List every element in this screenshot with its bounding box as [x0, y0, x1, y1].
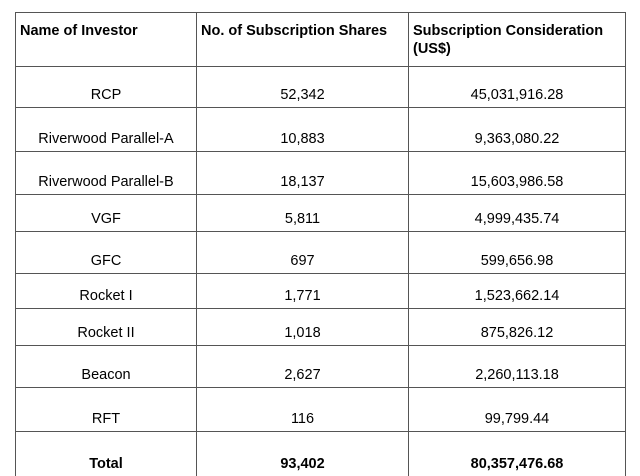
investor-name: VGF: [15, 194, 197, 232]
subscription-consideration: 9,363,080.22: [408, 107, 626, 152]
total-consideration: 80,357,476.68: [408, 431, 626, 476]
investor-name: Riverwood Parallel-A: [15, 107, 197, 152]
investor-name: Rocket II: [15, 308, 197, 346]
table-row: Riverwood Parallel-A 10,883 9,363,080.22: [15, 107, 626, 152]
table-row: Rocket II 1,018 875,826.12: [15, 308, 626, 346]
subscription-shares: 18,137: [196, 151, 409, 195]
subscription-consideration: 2,260,113.18: [408, 345, 626, 388]
total-shares: 93,402: [196, 431, 409, 476]
subscription-shares: 52,342: [196, 66, 409, 108]
subscription-shares: 10,883: [196, 107, 409, 152]
total-row: Total 93,402 80,357,476.68: [15, 431, 626, 476]
subscription-consideration: 4,999,435.74: [408, 194, 626, 232]
table-row: RCP 52,342 45,031,916.28: [15, 66, 626, 108]
table-row: GFC 697 599,656.98: [15, 231, 626, 274]
header-investor: Name of Investor: [15, 12, 197, 67]
subscription-consideration: 1,523,662.14: [408, 273, 626, 309]
subscription-consideration: 15,603,986.58: [408, 151, 626, 195]
subscription-consideration: 599,656.98: [408, 231, 626, 274]
investor-name: Riverwood Parallel-B: [15, 151, 197, 195]
subscription-consideration: 99,799.44: [408, 387, 626, 432]
subscription-table: Name of Investor No. of Subscription Sha…: [15, 12, 626, 476]
subscription-consideration: 875,826.12: [408, 308, 626, 346]
investor-name: GFC: [15, 231, 197, 274]
header-consideration: Subscription Consideration (US$): [408, 12, 626, 67]
subscription-shares: 5,811: [196, 194, 409, 232]
subscription-shares: 697: [196, 231, 409, 274]
total-label: Total: [15, 431, 197, 476]
investor-name: Rocket I: [15, 273, 197, 309]
table-row: Beacon 2,627 2,260,113.18: [15, 345, 626, 388]
subscription-shares: 2,627: [196, 345, 409, 388]
header-shares: No. of Subscription Shares: [196, 12, 409, 67]
table-row: VGF 5,811 4,999,435.74: [15, 194, 626, 232]
table-row: Rocket I 1,771 1,523,662.14: [15, 273, 626, 309]
investor-name: RCP: [15, 66, 197, 108]
investor-name: RFT: [15, 387, 197, 432]
subscription-consideration: 45,031,916.28: [408, 66, 626, 108]
subscription-shares: 1,018: [196, 308, 409, 346]
table-row: RFT 116 99,799.44: [15, 387, 626, 432]
investor-name: Beacon: [15, 345, 197, 388]
table-row: Riverwood Parallel-B 18,137 15,603,986.58: [15, 151, 626, 195]
subscription-shares: 116: [196, 387, 409, 432]
subscription-shares: 1,771: [196, 273, 409, 309]
table-header-row: Name of Investor No. of Subscription Sha…: [15, 12, 626, 67]
